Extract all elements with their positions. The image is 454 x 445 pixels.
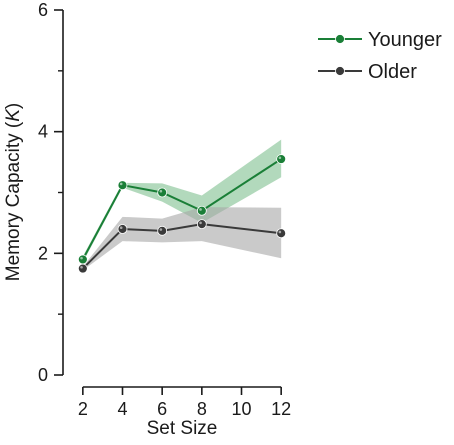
y-tick-label: 4: [38, 122, 48, 142]
data-point-highlight: [80, 256, 83, 260]
data-point: [77, 254, 88, 265]
series-points: [77, 154, 287, 274]
data-point-highlight: [80, 265, 83, 269]
data-point-highlight: [199, 208, 202, 211]
x-axis-title: Set Size: [147, 418, 218, 439]
data-point-highlight: [278, 230, 282, 234]
legend-marker: [335, 66, 345, 76]
data-point-highlight: [159, 228, 163, 231]
data-point: [77, 263, 88, 274]
x-tick-label: 4: [117, 399, 127, 419]
legend-marker: [335, 34, 345, 44]
data-point-highlight: [278, 156, 282, 160]
confidence-band: [82, 207, 282, 271]
y-axis-title: Memory Capacity (K): [3, 103, 24, 281]
legend: Younger Older: [318, 29, 442, 83]
y-tick-label: 6: [38, 0, 48, 20]
legend-label: Older: [368, 61, 417, 83]
x-tick-label: 6: [157, 399, 167, 419]
x-tick-label: 8: [197, 399, 207, 419]
data-point: [276, 228, 287, 239]
data-point: [117, 180, 128, 191]
data-point-highlight: [119, 226, 123, 229]
data-point-highlight: [159, 189, 163, 193]
axes: 0 2 4 6 2 4 6 8 10 12: [38, 0, 291, 419]
data-point: [196, 219, 207, 230]
data-point-highlight: [199, 221, 202, 225]
data-point: [276, 154, 287, 164]
legend-label: Younger: [368, 29, 442, 51]
x-tick-label: 2: [78, 399, 88, 419]
y-tick-label: 2: [38, 243, 48, 263]
data-point: [157, 225, 168, 236]
x-tick-label: 10: [231, 399, 251, 419]
data-point: [196, 205, 207, 216]
data-point: [157, 187, 168, 198]
x-tick-label: 12: [271, 399, 291, 419]
data-point: [117, 224, 128, 234]
data-point-highlight: [119, 182, 123, 186]
y-tick-label: 0: [38, 365, 48, 385]
